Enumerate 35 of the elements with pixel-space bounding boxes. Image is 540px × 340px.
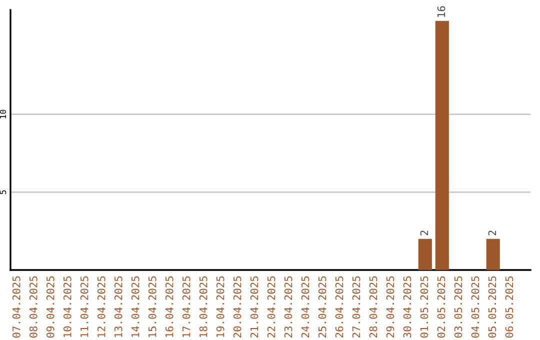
data-label: 2 (420, 230, 428, 236)
y-tick-label: 10 (0, 110, 6, 118)
x-tick-label: 30.04.2025 (403, 276, 412, 338)
x-tick-label: 03.05.2025 (454, 276, 462, 338)
x-tick-label: 17.04.2025 (182, 276, 190, 338)
x-tick-label: 08.04.2025 (29, 276, 38, 338)
x-tick-label: 13.04.2025 (114, 276, 122, 338)
x-tick-label: 12.04.2025 (97, 276, 106, 338)
x-tick-label: 02.05.2025 (437, 276, 446, 338)
x-tick-label: 21.04.2025 (250, 276, 258, 338)
x-tick-label: 06.05.2025 (505, 276, 514, 338)
x-tick-label: 11.04.2025 (80, 276, 88, 338)
x-tick-label: 15.04.2025 (148, 276, 156, 338)
x-tick-label: 25.04.2025 (318, 276, 326, 338)
data-label: 16 (437, 6, 446, 17)
x-tick-label: 16.04.2025 (165, 276, 174, 338)
x-tick-label: 10.04.2025 (63, 276, 72, 338)
x-tick-label: 22.04.2025 (267, 276, 276, 338)
x-tick-label: 14.04.2025 (131, 276, 140, 338)
x-tick-label: 27.04.2025 (352, 276, 360, 338)
x-tick-label: 18.04.2025 (199, 276, 208, 338)
x-tick-label: 19.04.2025 (216, 276, 224, 338)
x-tick-label: 07.04.2025 (12, 276, 20, 338)
x-tick-label: 26.04.2025 (335, 276, 344, 338)
x-tick-label: 24.04.2025 (301, 276, 310, 338)
x-tick-label: 23.04.2025 (284, 276, 292, 338)
x-tick-label: 20.04.2025 (233, 276, 242, 338)
x-tick-label: 05.05.2025 (488, 276, 496, 338)
x-tick-label: 28.04.2025 (369, 276, 378, 338)
y-tick-label: 5 (0, 190, 6, 194)
x-tick-label: 04.05.2025 (471, 276, 480, 338)
x-tick-label: 29.04.2025 (386, 276, 394, 338)
data-label: 2 (488, 230, 496, 236)
x-tick-label: 09.04.2025 (46, 276, 54, 338)
x-tick-label: 01.05.2025 (420, 276, 428, 338)
